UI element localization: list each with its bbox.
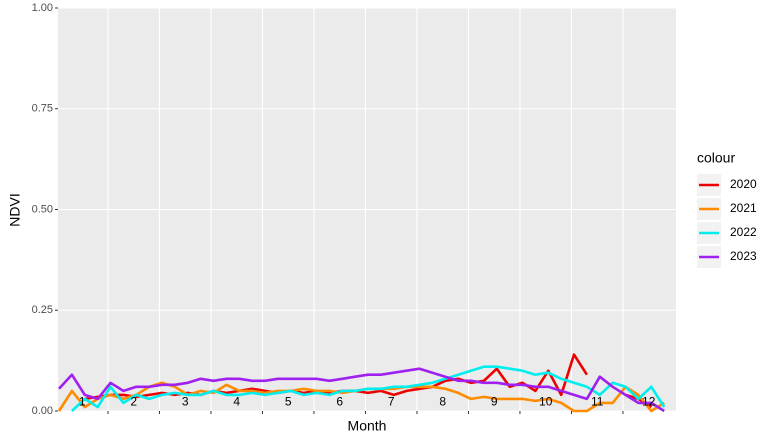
legend-label: 2022 — [730, 225, 757, 239]
legend-label: 2020 — [730, 177, 757, 191]
month-annotation: 8 — [439, 394, 446, 408]
data-line — [71, 365, 666, 412]
month-annotation: 7 — [388, 394, 395, 408]
month-annotation: 12 — [642, 394, 656, 408]
month-annotation: 10 — [539, 394, 553, 408]
month-annotation: 5 — [285, 394, 292, 408]
data-line — [58, 367, 665, 413]
y-tick-label: 1.00 — [32, 2, 53, 14]
y-tick-label: 0.25 — [32, 304, 53, 316]
month-annotation: 2 — [130, 394, 137, 408]
month-annotation: 3 — [182, 394, 189, 408]
y-tick-label: 0.00 — [32, 405, 53, 417]
y-axis-title: NDVI — [7, 193, 23, 226]
month-annotation: 6 — [336, 394, 343, 408]
legend-label: 2023 — [730, 249, 757, 263]
legend-title: colour — [697, 150, 735, 166]
legend-label: 2021 — [730, 201, 757, 215]
y-tick-label: 0.75 — [32, 103, 53, 115]
month-annotation: 4 — [233, 394, 240, 408]
month-annotation: 9 — [491, 394, 498, 408]
month-annotation: 11 — [591, 394, 604, 408]
month-annotation: 1 — [79, 394, 86, 408]
x-axis-title: Month — [348, 418, 387, 434]
y-tick-label: 0.50 — [32, 203, 53, 215]
